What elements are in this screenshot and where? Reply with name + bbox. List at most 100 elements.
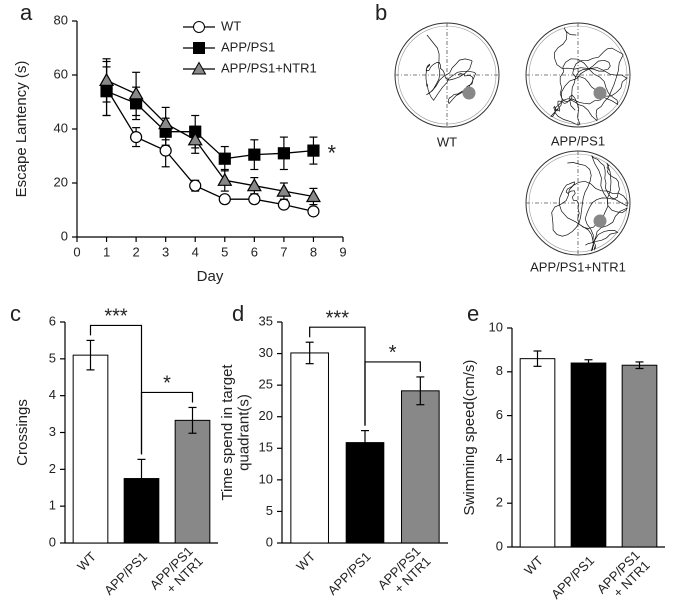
- swim-track: [550, 27, 628, 125]
- marker: [307, 205, 320, 218]
- marker: [158, 115, 174, 130]
- annotation: *: [327, 140, 336, 165]
- track-label: APP/PS1: [551, 133, 605, 148]
- marker: [248, 148, 261, 161]
- x-tick-label: WT: [521, 553, 546, 578]
- legend-marker: [191, 61, 207, 75]
- x-tick-label: APP/PS1: [548, 553, 597, 602]
- y-axis-label: Escape Lantency (s): [13, 61, 30, 198]
- significance-bracket: [140, 391, 194, 455]
- y-tick-label: 1: [49, 498, 56, 513]
- y-axis-label: Swimming speed(cm/s): [461, 360, 478, 516]
- y-tick-label: 0: [266, 534, 273, 549]
- marker: [159, 144, 172, 157]
- x-tick-label: 9: [339, 244, 346, 259]
- x-tick-label: 0: [73, 244, 80, 259]
- y-tick-label: 10: [489, 319, 503, 334]
- bar: [621, 364, 658, 548]
- x-tick-label: 8: [310, 244, 317, 259]
- marker: [217, 172, 233, 186]
- x-tick-label: 4: [192, 244, 199, 259]
- x-tick-label: APP/PS1+ NTR1: [375, 544, 434, 603]
- significance-bracket: [364, 361, 421, 426]
- marker: [307, 144, 320, 157]
- y-tick-label: 0: [49, 534, 56, 549]
- panel-label: a: [20, 0, 33, 25]
- x-tick-label: WT: [293, 549, 318, 574]
- x-tick-label: WT: [74, 549, 99, 574]
- x-tick-label: 7: [280, 244, 287, 259]
- y-tick-label: 40: [54, 120, 68, 135]
- x-tick-label: 3: [162, 244, 169, 259]
- y-tick-label: 0: [496, 538, 503, 553]
- bar: [345, 442, 385, 544]
- track-label: APP/PS1+NTR1: [530, 259, 626, 274]
- significance-label: ***: [104, 306, 128, 328]
- bar: [72, 354, 109, 544]
- bar: [290, 352, 329, 544]
- x-tick-label: 5: [221, 244, 228, 259]
- bar: [401, 390, 440, 544]
- bar: [519, 358, 556, 548]
- y-tick-label: 8: [496, 363, 503, 378]
- y-tick-label: 10: [259, 471, 273, 486]
- x-tick-label: APP/PS1+ NTR1: [594, 548, 653, 607]
- y-tick-label: 25: [259, 377, 273, 392]
- swim-track: [425, 34, 477, 105]
- y-tick-label: 20: [259, 408, 273, 423]
- swim-track: [551, 155, 628, 252]
- legend-label: WT: [221, 18, 241, 33]
- y-axis-label: Crossings: [14, 399, 31, 466]
- y-tick-label: 6: [49, 313, 56, 328]
- marker: [277, 147, 290, 160]
- legend-marker: [193, 21, 205, 33]
- marker: [246, 177, 262, 192]
- x-tick-label: 1: [103, 244, 110, 259]
- y-tick-label: 0: [61, 228, 68, 243]
- panel-label: e: [467, 301, 479, 326]
- y-tick-label: 2: [49, 461, 56, 476]
- marker: [218, 193, 231, 206]
- x-tick-label: APP/PS1+ NTR1: [147, 544, 206, 603]
- panel-label: c: [10, 301, 21, 326]
- y-tick-label: 80: [54, 12, 68, 27]
- y-tick-label: 4: [49, 387, 56, 402]
- x-tick-label: 6: [251, 244, 258, 259]
- marker: [276, 183, 292, 197]
- y-tick-label: 30: [259, 345, 273, 360]
- y-tick-label: 3: [49, 424, 56, 439]
- bar: [123, 478, 160, 544]
- marker: [218, 152, 231, 165]
- y-tick-label: 20: [54, 174, 68, 189]
- x-tick-label: APP/PS1: [101, 549, 150, 598]
- significance-bracket: [89, 324, 143, 455]
- marker: [187, 132, 203, 146]
- track-label: WT: [437, 134, 457, 149]
- marker: [99, 72, 115, 86]
- significance-label: ***: [326, 307, 350, 329]
- marker: [248, 193, 261, 206]
- y-axis-label: Time spend in targetquadrant(s): [219, 364, 253, 501]
- platform: [462, 86, 476, 100]
- marker: [130, 131, 143, 144]
- significance-label: *: [163, 373, 171, 395]
- y-tick-label: 4: [496, 451, 503, 466]
- legend-marker: [193, 42, 205, 54]
- marker: [128, 86, 144, 100]
- y-tick-label: 35: [259, 313, 273, 328]
- x-tick-label: APP/PS1: [325, 549, 374, 598]
- x-tick-label: 2: [132, 244, 139, 259]
- platform: [593, 214, 607, 228]
- legend-label: APP/PS1+NTR1: [221, 60, 317, 75]
- panel-label: d: [232, 301, 244, 326]
- significance-label: *: [389, 342, 397, 364]
- y-tick-label: 60: [54, 66, 68, 81]
- y-tick-label: 2: [496, 495, 503, 510]
- marker: [277, 198, 290, 211]
- legend-label: APP/PS1: [221, 39, 275, 54]
- marker: [305, 188, 321, 203]
- y-tick-label: 5: [49, 350, 56, 365]
- panel-label: b: [375, 0, 387, 25]
- marker: [189, 179, 202, 192]
